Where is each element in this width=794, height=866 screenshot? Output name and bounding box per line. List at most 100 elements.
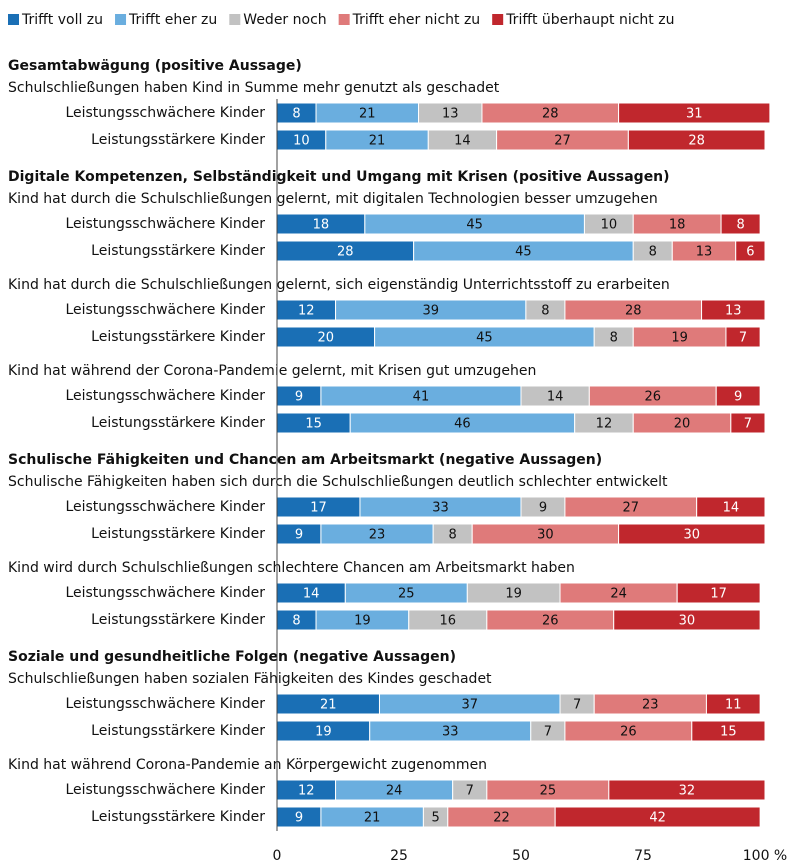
value-label: 33 <box>432 501 449 516</box>
bar-segment <box>554 806 761 828</box>
value-label: 45 <box>476 331 493 346</box>
value-label: 9 <box>539 501 547 516</box>
value-label: 28 <box>625 304 642 319</box>
bar-segment <box>696 496 766 518</box>
row-label: Leistungsschwächere Kinder <box>65 302 265 318</box>
value-label: 18 <box>669 218 686 233</box>
legend-swatch <box>492 14 504 25</box>
value-label: 33 <box>442 725 459 740</box>
value-label: 7 <box>744 417 752 432</box>
legend-label: Trifft eher zu <box>128 12 217 28</box>
bar-segment <box>613 609 761 631</box>
value-label: 6 <box>746 245 754 260</box>
value-label: 30 <box>537 528 554 543</box>
row-label: Leistungsstärkere Kinder <box>91 329 265 345</box>
value-label: 21 <box>369 134 386 149</box>
value-label: 13 <box>725 304 742 319</box>
group-title: Digitale Kompetenzen, Selbständigkeit un… <box>8 169 670 185</box>
bar-segment <box>691 720 766 742</box>
value-label: 7 <box>544 725 552 740</box>
row-label: Leistungsschwächere Kinder <box>65 388 265 404</box>
value-label: 9 <box>295 528 303 543</box>
statement: Kind hat während der Corona-Pandemie gel… <box>8 363 536 379</box>
value-label: 10 <box>601 218 618 233</box>
bar-segment <box>701 299 766 321</box>
value-label: 27 <box>554 134 571 149</box>
value-label: 14 <box>547 390 564 405</box>
value-label: 13 <box>442 107 459 122</box>
value-label: 22 <box>493 811 510 826</box>
value-label: 25 <box>398 587 415 602</box>
row-label: Leistungsschwächere Kinder <box>65 216 265 232</box>
value-label: 27 <box>623 501 640 516</box>
value-label: 12 <box>596 417 613 432</box>
value-label: 8 <box>449 528 457 543</box>
legend-swatch <box>229 14 241 25</box>
bar-segment <box>676 582 761 604</box>
x-tick-label: 75 <box>634 848 652 864</box>
x-tick-label: 100 % <box>743 848 787 864</box>
value-label: 24 <box>386 784 403 799</box>
group-title: Soziale und gesundheitliche Folgen (nega… <box>8 649 456 665</box>
value-label: 26 <box>644 390 661 405</box>
statement: Kind wird durch Schulschließungen schlec… <box>8 560 575 576</box>
value-label: 28 <box>688 134 705 149</box>
value-label: 19 <box>315 725 332 740</box>
value-label: 10 <box>293 134 310 149</box>
value-label: 41 <box>413 390 430 405</box>
value-label: 28 <box>337 245 354 260</box>
x-tick-label: 0 <box>273 848 282 864</box>
value-label: 19 <box>505 587 522 602</box>
value-label: 46 <box>454 417 471 432</box>
bar-segment <box>608 779 766 801</box>
row-label: Leistungsschwächere Kinder <box>65 499 265 515</box>
value-label: 7 <box>466 784 474 799</box>
group-title: Schulische Fähigkeiten und Chancen am Ar… <box>8 452 602 468</box>
value-label: 20 <box>318 331 335 346</box>
value-label: 19 <box>671 331 688 346</box>
value-label: 8 <box>292 614 300 629</box>
row-label: Leistungsschwächere Kinder <box>65 782 265 798</box>
row-label: Leistungsstärkere Kinder <box>91 132 265 148</box>
row-label: Leistungsschwächere Kinder <box>65 696 265 712</box>
bar-segment <box>715 385 761 407</box>
value-label: 8 <box>649 245 657 260</box>
row-label: Leistungsstärkere Kinder <box>91 526 265 542</box>
value-label: 8 <box>610 331 618 346</box>
x-tick-label: 25 <box>390 848 408 864</box>
statement: Schulische Fähigkeiten haben sich durch … <box>8 474 668 490</box>
value-label: 37 <box>461 698 478 713</box>
value-label: 11 <box>725 698 742 713</box>
value-label: 8 <box>292 107 300 122</box>
bar-segment <box>730 412 766 434</box>
value-label: 26 <box>620 725 637 740</box>
value-label: 15 <box>305 417 322 432</box>
value-label: 18 <box>313 218 330 233</box>
row-label: Leistungsschwächere Kinder <box>65 105 265 121</box>
value-label: 19 <box>354 614 371 629</box>
value-label: 31 <box>686 107 703 122</box>
legend-label: Trifft voll zu <box>21 12 103 28</box>
statement: Kind hat durch die Schulschließungen gel… <box>8 191 658 207</box>
row-label: Leistungsschwächere Kinder <box>65 585 265 601</box>
legend-swatch <box>8 14 19 25</box>
value-label: 30 <box>684 528 701 543</box>
value-label: 28 <box>542 107 559 122</box>
value-label: 30 <box>679 614 696 629</box>
legend-swatch <box>115 14 127 25</box>
value-label: 14 <box>454 134 471 149</box>
value-label: 7 <box>739 331 747 346</box>
group-title: Gesamtabwägung (positive Aussage) <box>8 58 302 74</box>
value-label: 25 <box>540 784 557 799</box>
value-label: 15 <box>720 725 737 740</box>
statement: Schulschließungen haben sozialen Fähigke… <box>8 671 492 687</box>
statement: Kind hat durch die Schulschließungen gel… <box>8 277 670 293</box>
value-label: 17 <box>310 501 327 516</box>
row-label: Leistungsstärkere Kinder <box>91 415 265 431</box>
bar-segment <box>735 240 766 262</box>
value-label: 23 <box>642 698 659 713</box>
bar-segment <box>725 326 761 348</box>
value-label: 12 <box>298 784 315 799</box>
value-label: 20 <box>674 417 691 432</box>
row-label: Leistungsstärkere Kinder <box>91 723 265 739</box>
